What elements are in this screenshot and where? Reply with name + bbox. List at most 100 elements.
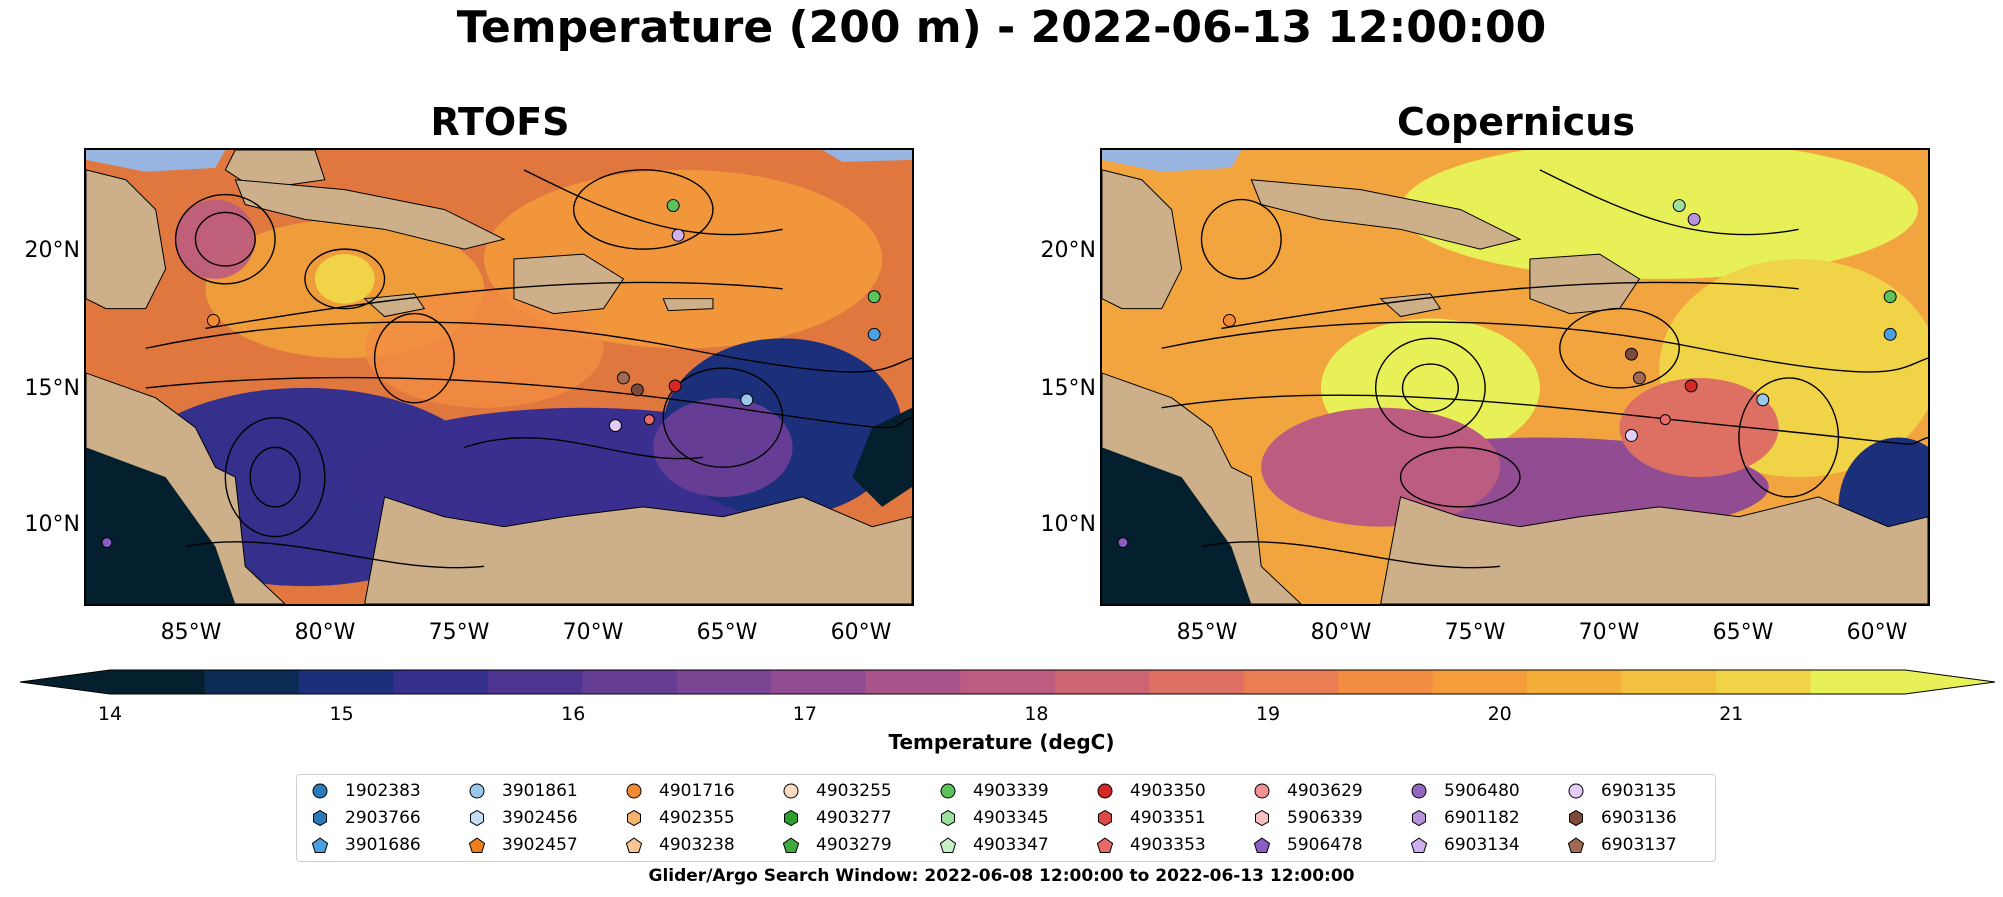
lon-label-60w: 60°W [830, 620, 892, 645]
colorbar-segment [110, 670, 205, 694]
float-3901861[interactable] [1756, 393, 1770, 407]
float-3901686[interactable] [867, 327, 881, 341]
colorbar-segment [676, 670, 772, 694]
float-4903345[interactable] [1672, 199, 1686, 212]
colorbar-tick-label: 21 [1719, 703, 1744, 725]
legend-item-label: 6903136 [1601, 808, 1677, 828]
circle-marker-icon [1097, 783, 1113, 799]
pentagon-marker-icon [782, 837, 800, 853]
streamlines [145, 169, 912, 569]
lat-label-15n: 15°N [24, 376, 80, 401]
legend-item-label: 4903353 [1130, 835, 1206, 855]
legend-item-label: 4903255 [816, 781, 892, 801]
legend-item-label: 5906480 [1444, 781, 1520, 801]
legend-item-label: 6901182 [1444, 808, 1520, 828]
colorbar-outline [19, 669, 1996, 695]
circle-marker-icon [783, 783, 799, 799]
hexagon-marker-icon [1255, 810, 1269, 827]
lon-label-70w-right: 70°W [1578, 620, 1640, 645]
legend-item-label: 3901686 [345, 835, 421, 855]
colorbar-segment [393, 670, 489, 694]
lon-label-65w-right: 65°W [1712, 620, 1774, 645]
legend-item-label: 4903345 [973, 808, 1049, 828]
float-6901182[interactable] [1687, 212, 1701, 226]
legend-item-label: 4903339 [973, 781, 1049, 801]
colorbar-tick-label: 20 [1487, 703, 1512, 725]
legend-item-label: 4902355 [659, 808, 735, 828]
lon-label-80w: 80°W [294, 620, 356, 645]
float-4901716[interactable] [1222, 314, 1236, 327]
map-copernicus-svg [1102, 150, 1928, 604]
float-5906478[interactable] [101, 537, 113, 548]
legend-item-label: 4903347 [973, 835, 1049, 855]
legend-item-label: 3902457 [502, 835, 578, 855]
pentagon-marker-icon [1567, 837, 1585, 853]
float-4901716[interactable] [206, 314, 220, 327]
float-6903135[interactable] [608, 419, 622, 433]
map-rtofs[interactable] [84, 148, 914, 606]
float-6903137[interactable] [616, 371, 630, 385]
float-4903350[interactable] [668, 379, 682, 393]
panel-title-rtofs: RTOFS [430, 100, 570, 144]
map-copernicus[interactable] [1100, 148, 1930, 606]
float-4903353[interactable] [1659, 414, 1671, 426]
colorbar-segment [1621, 670, 1717, 694]
lon-label-75w: 75°W [428, 620, 490, 645]
hexagon-marker-icon [470, 810, 484, 827]
legend-item-label: 3902456 [502, 808, 578, 828]
colorbar-extend-high [1905, 670, 1995, 694]
hexagon-marker-icon [941, 810, 955, 827]
colorbar-segment [1054, 670, 1150, 694]
float-6903135[interactable] [1624, 429, 1638, 442]
colorbar-segment [1149, 670, 1245, 694]
float-4903339[interactable] [666, 199, 680, 212]
float-5906478[interactable] [1117, 537, 1129, 548]
legend-item-label: 2903766 [345, 808, 421, 828]
float-4903350[interactable] [1684, 379, 1698, 393]
lon-label-60w-right: 60°W [1846, 620, 1908, 645]
colorbar-segment [1810, 670, 1906, 694]
colorbar-segment [582, 670, 678, 694]
colorbar-tick-label: 14 [97, 703, 123, 725]
float-3901861[interactable] [740, 393, 754, 407]
colorbar-tick-label: 18 [1024, 703, 1049, 725]
colorbar-extend-low [20, 670, 110, 694]
streamlines [1161, 169, 1928, 569]
colorbar-tick-label: 19 [1255, 703, 1281, 725]
hexagon-marker-icon [1569, 810, 1583, 827]
lat-label-10n-right: 10°N [1040, 512, 1096, 537]
legend-item-label: 6903135 [1601, 781, 1677, 801]
colorbar-segment [865, 670, 961, 694]
colorbar-segment [1243, 670, 1339, 694]
float-legend: 1902383 2903766 3901686 3901861 3902456 39024… [296, 774, 1716, 862]
colorbar-tick-label: 15 [329, 703, 354, 725]
float-4903339[interactable] [1883, 290, 1897, 304]
colorbar-segment [1338, 670, 1434, 694]
pentagon-marker-icon [625, 837, 643, 853]
lon-label-80w-right: 80°W [1310, 620, 1372, 645]
legend-item-label: 6903134 [1444, 835, 1520, 855]
pentagon-marker-icon [1096, 837, 1114, 853]
hexagon-marker-icon [313, 810, 327, 827]
colorbar-segment [204, 670, 300, 694]
colorbar-label: Temperature (degC) [888, 730, 1115, 754]
legend-item-label: 6903137 [1601, 835, 1677, 855]
float-4903353[interactable] [643, 414, 655, 426]
search-window-text: Glider/Argo Search Window: 2022-06-08 12… [648, 866, 1355, 886]
float-6903136[interactable] [630, 383, 644, 397]
colorbar-segment [1716, 670, 1812, 694]
float-3901686[interactable] [1883, 327, 1897, 341]
panel-title-copernicus: Copernicus [1397, 100, 1635, 144]
hexagon-marker-icon [1098, 810, 1112, 827]
float-6903137[interactable] [1632, 371, 1646, 385]
float-6903134[interactable] [671, 228, 685, 242]
circle-marker-icon [940, 783, 956, 799]
colorbar-segment [298, 670, 394, 694]
pentagon-marker-icon [1410, 837, 1428, 853]
float-4903339-b[interactable] [867, 290, 881, 304]
legend-item-label: 4903277 [816, 808, 892, 828]
legend-item-label: 4903238 [659, 835, 735, 855]
circle-marker-icon [312, 783, 328, 799]
float-6903136[interactable] [1624, 347, 1638, 361]
lon-label-70w: 70°W [562, 620, 624, 645]
